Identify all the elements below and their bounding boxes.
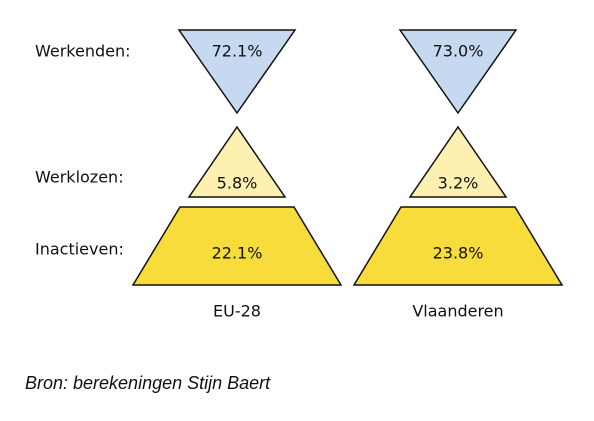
value-label: 72.1%: [212, 42, 263, 61]
group-label: EU-28: [213, 302, 261, 321]
shape: [177, 29, 297, 115]
row-label: Inactieven:: [35, 240, 124, 259]
shape: [408, 125, 508, 198]
value-label: 5.8%: [217, 174, 258, 193]
group-label: Vlaanderen: [412, 302, 503, 321]
value-label: 73.0%: [433, 42, 484, 61]
row-label: Werkenden:: [35, 42, 131, 61]
source-note: Bron: berekeningen Stijn Baert: [25, 373, 271, 393]
value-label: 22.1%: [212, 244, 263, 263]
value-label: 3.2%: [438, 174, 479, 193]
row-label: Werklozen:: [35, 168, 124, 187]
shape: [131, 206, 343, 286]
shape: [352, 206, 564, 286]
value-label: 23.8%: [433, 244, 484, 263]
shape: [398, 29, 518, 115]
shape: [187, 125, 287, 198]
